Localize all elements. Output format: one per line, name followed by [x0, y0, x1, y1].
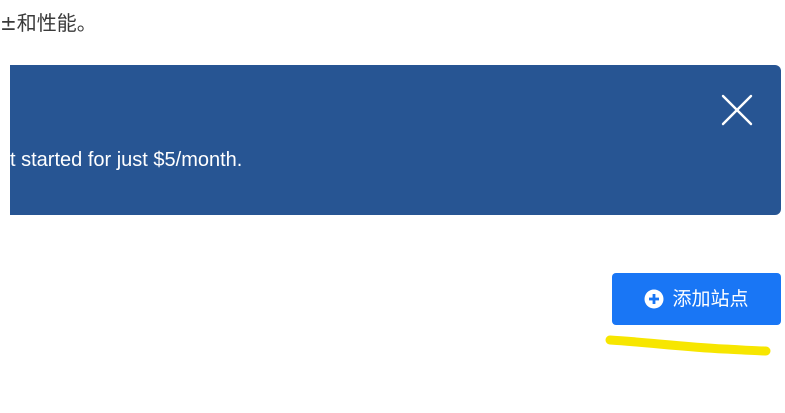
promo-banner: t started for just $5/month.	[10, 65, 781, 215]
add-site-button[interactable]: 添加站点	[612, 273, 781, 325]
promo-text: t started for just $5/month.	[10, 149, 243, 171]
banner-close-button[interactable]	[720, 93, 754, 127]
add-site-label: 添加站点	[672, 288, 749, 310]
intro-text: ±和性能。	[0, 11, 97, 35]
plus-circle-icon	[644, 289, 664, 309]
close-icon	[721, 94, 753, 126]
highlight-annotation	[605, 335, 771, 356]
